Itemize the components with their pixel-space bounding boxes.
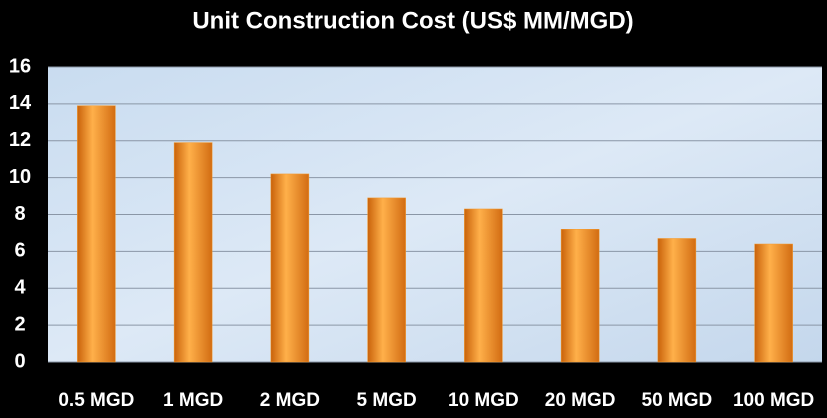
bar xyxy=(173,142,213,363)
y-tick-label: 0 xyxy=(14,350,25,372)
x-tick-label: 100 MGD xyxy=(733,390,814,411)
x-tick-label: 50 MGD xyxy=(642,390,713,411)
x-tick-label: 5 MGD xyxy=(357,390,417,411)
y-tick-label: 2 xyxy=(14,313,25,335)
bar xyxy=(657,238,697,363)
bar xyxy=(754,243,793,363)
x-tick-label: 0.5 MGD xyxy=(58,390,134,411)
y-tick-label: 4 xyxy=(14,277,26,299)
bar xyxy=(77,105,116,363)
x-tick-label: 20 MGD xyxy=(545,390,616,411)
x-tick-label: 1 MGD xyxy=(163,390,223,411)
y-tick-label: 12 xyxy=(9,129,31,151)
y-tick-label: 10 xyxy=(9,166,31,188)
y-tick-label: 8 xyxy=(14,203,25,225)
chart-title: Unit Construction Cost (US$ MM/MGD) xyxy=(192,7,633,34)
bar xyxy=(367,197,406,363)
y-tick-label: 16 xyxy=(9,55,31,77)
y-tick-label: 14 xyxy=(9,92,32,114)
bar xyxy=(464,208,503,363)
y-tick-label: 6 xyxy=(14,240,25,262)
bar xyxy=(270,173,310,363)
bar xyxy=(560,229,600,363)
x-tick-label: 2 MGD xyxy=(260,390,320,411)
x-tick-label: 10 MGD xyxy=(448,390,519,411)
